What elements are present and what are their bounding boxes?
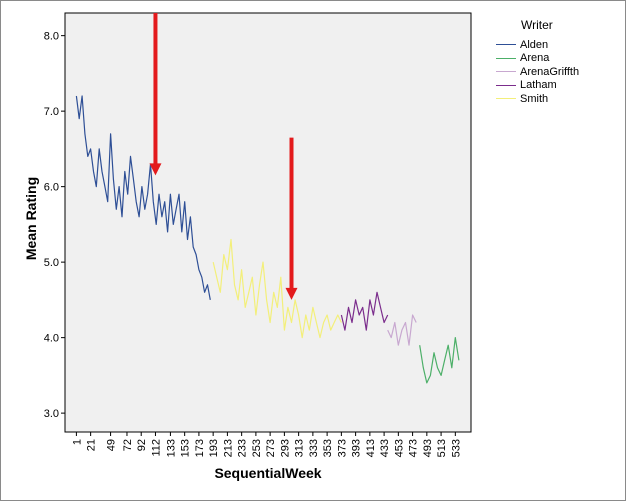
y-axis-title: Mean Rating — [23, 177, 39, 260]
series-line-smith — [212, 238, 342, 339]
y-tick-label: 5.0 — [44, 257, 59, 269]
y-tick-label: 8.0 — [44, 31, 59, 43]
legend-swatch — [496, 71, 516, 73]
x-tick-label: 453 — [393, 439, 405, 457]
x-tick-label: 133 — [165, 439, 177, 457]
x-tick-label: 293 — [279, 439, 291, 457]
legend-item-smith: Smith — [496, 92, 618, 106]
x-tick-label: 353 — [322, 439, 334, 457]
x-axis: 1 21 49 72 92 112 133 153 173 193 213 233 253 273 293 3… — [71, 432, 462, 457]
plot-area — [64, 12, 472, 433]
legend-swatch — [496, 57, 516, 59]
x-tick-label: 233 — [237, 439, 249, 457]
x-tick-label: 193 — [208, 439, 220, 457]
series-layer — [75, 95, 460, 384]
legend-item-arenagriffth: ArenaGriffth — [496, 65, 618, 79]
series-line-alden — [75, 95, 211, 301]
x-tick-label: 313 — [294, 439, 306, 457]
x-tick-label: 493 — [422, 439, 434, 457]
x-tick-label: 333 — [308, 439, 320, 457]
x-tick-label: 253 — [251, 439, 263, 457]
legend-swatch — [496, 98, 516, 100]
x-tick-label: 273 — [265, 439, 277, 457]
x-tick-label: 72 — [122, 439, 134, 451]
x-tick-label: 21 — [86, 439, 98, 451]
y-tick-label: 7.0 — [44, 106, 59, 118]
legend-label: Latham — [520, 79, 557, 92]
legend-label: Alden — [520, 38, 549, 51]
legend-item-alden: Alden — [496, 38, 618, 52]
series-line-latham — [340, 291, 389, 331]
x-tick-label: 1 — [71, 439, 83, 445]
series-line-arena — [419, 337, 460, 384]
x-tick-label: 533 — [450, 439, 462, 457]
x-tick-label: 393 — [351, 439, 363, 457]
x-tick-label: 513 — [436, 439, 448, 457]
legend-title: Writer — [521, 18, 553, 32]
x-tick-label: 433 — [379, 439, 391, 457]
x-tick-label: 92 — [136, 439, 148, 451]
series-line-arenagriffth — [387, 314, 417, 346]
x-axis-title: SequentialWeek — [214, 465, 321, 481]
x-tick-label: 213 — [222, 439, 234, 457]
x-tick-label: 153 — [180, 439, 192, 457]
legend: Writer Alden Arena ArenaGriffth Latham Smith — [496, 18, 618, 106]
x-tick-label: 373 — [336, 439, 348, 457]
legend-item-latham: Latham — [496, 79, 618, 93]
legend-item-arena: Arena — [496, 52, 618, 66]
legend-label: ArenaGriffth — [520, 65, 580, 78]
y-axis: 3.0 4.0 5.0 6.0 7.0 8.0 — [44, 31, 65, 420]
y-tick-label: 6.0 — [44, 182, 59, 194]
y-tick-label: 3.0 — [44, 408, 59, 420]
annotation-layer — [149, 13, 298, 300]
x-tick-label: 49 — [106, 439, 118, 451]
arrow-head-1 — [149, 163, 162, 176]
legend-label: Arena — [520, 52, 550, 65]
legend-label: Smith — [520, 92, 549, 105]
x-tick-label: 173 — [194, 439, 206, 457]
legend-swatch — [496, 84, 516, 86]
x-tick-label: 473 — [408, 439, 420, 457]
legend-swatch — [496, 44, 516, 46]
y-tick-label: 4.0 — [44, 333, 59, 345]
legend-items: Alden Arena ArenaGriffth Latham Smith — [496, 38, 618, 106]
x-tick-label: 112 — [150, 439, 162, 457]
arrow-head-2 — [285, 287, 298, 300]
x-tick-label: 413 — [365, 439, 377, 457]
